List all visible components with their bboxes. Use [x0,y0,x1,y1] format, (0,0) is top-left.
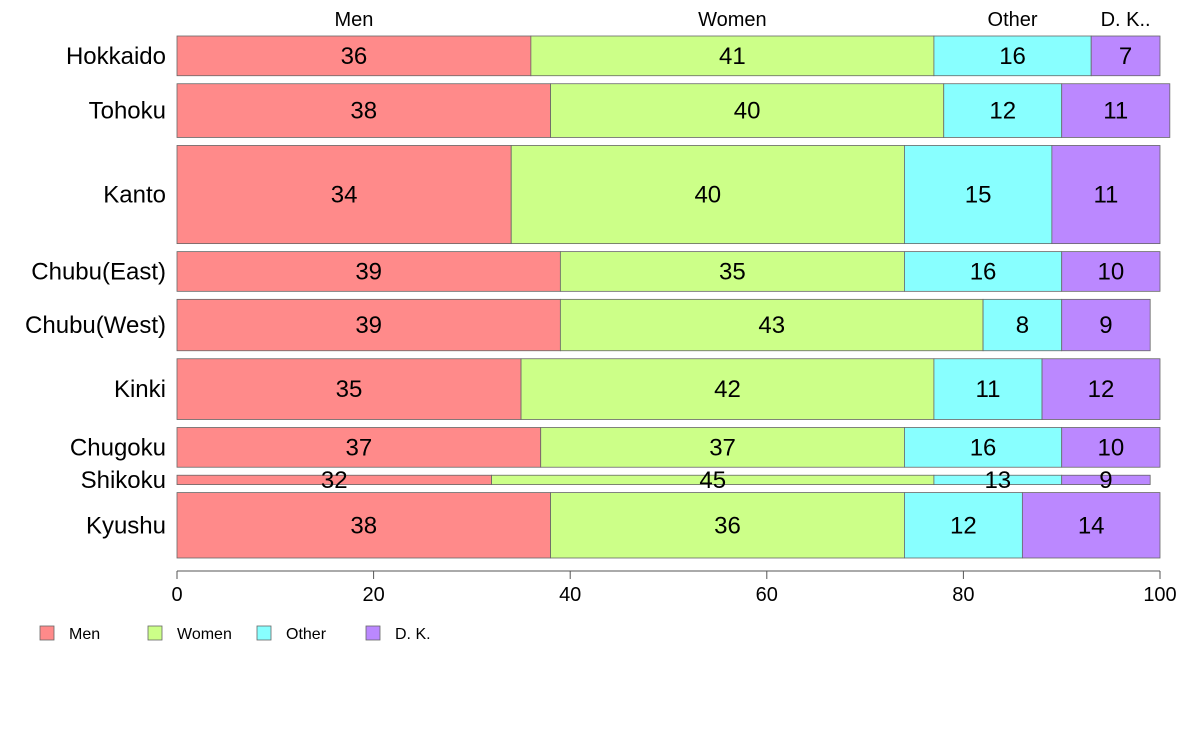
bar-segment-dk-1 [1061,83,1171,138]
data-label: 43 [758,312,785,339]
bar-segment-men-2 [176,145,512,245]
bar-segment-other-8 [904,492,1023,559]
bar-segment-dk-4 [1061,298,1151,352]
data-label: 38 [350,98,377,125]
data-label: 42 [714,376,741,403]
data-label: 39 [355,258,382,285]
bar-segment-women-8 [550,492,905,559]
data-label: 11 [1103,98,1128,125]
data-label: 14 [1078,512,1105,539]
bar-segment-other-4 [982,298,1063,352]
bar-segment-men-5 [176,358,522,420]
x-tick-label: 40 [559,584,581,606]
bar-segment-women-2 [510,145,905,245]
data-label: 35 [719,258,746,285]
bars-layer: 36 41 16 7 38 40 12 11 34 40 15 11 39 35 16 10 39 43 8 9 35 4… [176,35,1171,559]
data-label: 10 [1097,434,1124,461]
data-label: 8 [1016,312,1029,339]
x-tick-label: 0 [171,584,182,606]
data-label: 36 [341,43,368,70]
x-tick-label: 100 [1143,584,1176,606]
category-label: Shikoku [81,467,166,494]
category-label: Chugoku [70,434,166,461]
bar-segment-dk-6 [1061,427,1161,468]
data-label: 37 [346,434,373,461]
data-label: 32 [321,467,348,494]
data-label: 41 [719,43,746,70]
bar-segment-women-3 [559,251,905,292]
legend-swatch [147,625,163,641]
column-header: Other [988,9,1038,31]
bar-segment-women-4 [559,298,984,352]
data-label: 36 [714,512,741,539]
data-label: 11 [1093,182,1118,209]
data-label: 13 [984,467,1011,494]
data-label: 39 [355,312,382,339]
legend-swatch [39,625,55,641]
category-label: Chubu(East) [31,258,166,285]
category-labels: Hokkaido Tohoku Kanto Chubu(East) Chubu(West… [25,43,166,539]
data-label: 45 [699,467,726,494]
x-tick-label: 80 [952,584,974,606]
bar-segment-dk-0 [1090,35,1161,77]
category-label: Kanto [103,182,166,209]
data-label: 9 [1099,467,1112,494]
bar-segment-women-0 [530,35,935,77]
bar-segment-dk-7 [1061,474,1151,485]
category-label: Kyushu [86,512,166,539]
data-label: 35 [336,376,363,403]
bar-segment-men-8 [176,492,551,559]
category-label: Chubu(West) [25,312,166,339]
column-header: D. K.. [1101,9,1151,31]
data-label: 37 [709,434,736,461]
data-label: 16 [999,43,1026,70]
data-label: 9 [1099,312,1112,339]
bar-segment-other-1 [943,83,1063,138]
bar-segment-women-1 [550,83,945,138]
bar-segment-men-4 [176,298,561,352]
data-label: 7 [1119,43,1132,70]
data-label: 40 [694,182,721,209]
bar-segment-other-5 [933,358,1043,420]
bar-segment-dk-2 [1051,145,1161,245]
bar-segment-men-0 [176,35,532,77]
data-label: 34 [331,182,358,209]
bar-segment-other-6 [904,427,1063,468]
data-label: 40 [734,98,761,125]
legend-swatch [256,625,272,641]
data-label: 12 [950,512,977,539]
category-label: Hokkaido [66,43,166,70]
bar-segment-dk-3 [1061,251,1161,292]
bar-segment-men-1 [176,83,551,138]
data-label: 10 [1097,258,1124,285]
data-label: 15 [965,182,992,209]
bar-segment-men-3 [176,251,561,292]
column-headers: Men Women Other D. K.. [334,9,1150,31]
data-label: 12 [1088,376,1115,403]
legend: Men Women Other D. K. [39,625,431,643]
x-axis: 0 20 40 60 80 100 [171,570,1177,606]
data-label: 16 [970,258,997,285]
x-tick-label: 60 [756,584,778,606]
legend-label: D. K. [395,626,431,643]
column-header: Women [698,9,767,31]
x-tick-label: 20 [362,584,384,606]
bar-segment-men-6 [176,427,542,468]
data-label: 38 [350,512,377,539]
data-label: 12 [989,98,1016,125]
data-label: 11 [976,376,1001,403]
bar-segment-other-0 [933,35,1092,77]
legend-label: Men [69,626,100,643]
data-label: 16 [970,434,997,461]
category-label: Tohoku [89,98,166,125]
bar-segment-women-5 [520,358,935,420]
legend-swatch [365,625,381,641]
bar-segment-dk-5 [1041,358,1161,420]
column-header: Men [334,9,373,31]
category-label: Kinki [114,376,166,403]
bar-segment-dk-8 [1021,492,1161,559]
legend-label: Women [177,626,232,643]
legend-label: Other [286,626,327,643]
